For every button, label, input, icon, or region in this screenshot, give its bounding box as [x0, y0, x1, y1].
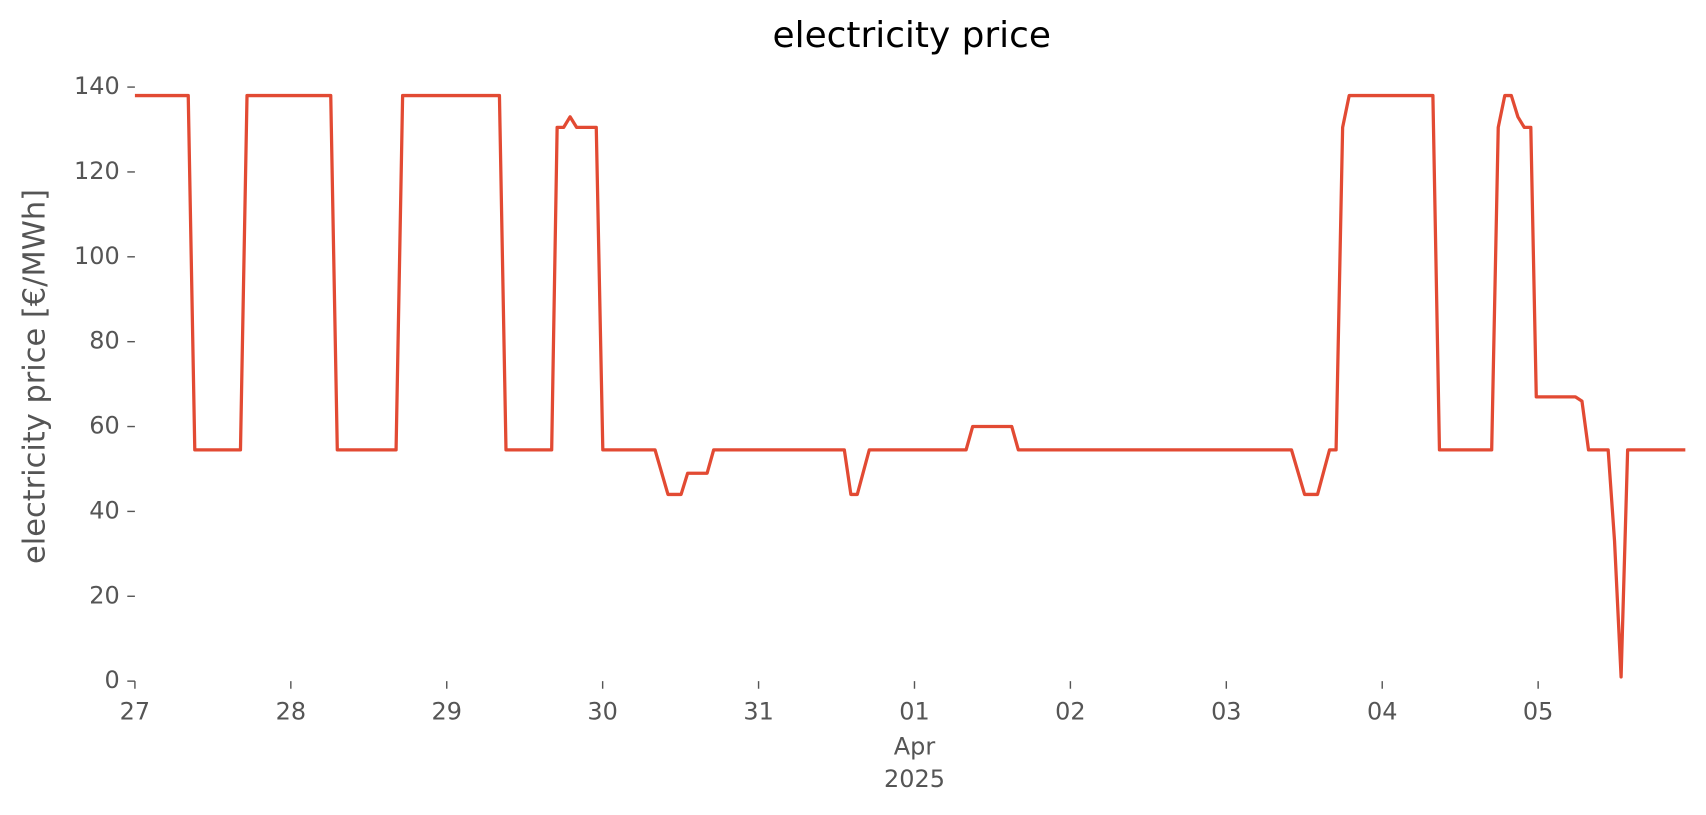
y-tick-label: 120	[74, 157, 120, 185]
x-tick-label: 29	[432, 698, 462, 726]
x-year-label: 2025	[884, 765, 945, 793]
x-tick-label: 28	[276, 698, 306, 726]
y-tick-label: 0	[104, 666, 119, 694]
y-tick-label: 40	[89, 496, 119, 524]
y-tick-label: 140	[74, 72, 120, 100]
y-tick-label: 20	[89, 581, 119, 609]
y-tick-label: 80	[89, 327, 119, 355]
y-axis-label: electricity price [€/MWh]	[17, 189, 52, 564]
y-tick-label: 60	[89, 412, 119, 440]
x-tick-label: 01	[899, 698, 929, 726]
x-month-label: Apr	[894, 733, 936, 761]
x-tick-label: 05	[1523, 698, 1553, 726]
x-tick-label: 31	[743, 698, 773, 726]
x-tick-label: 02	[1055, 698, 1085, 726]
x-tick-label: 27	[120, 698, 150, 726]
chart-title: electricity price	[773, 15, 1051, 56]
x-tick-label: 30	[587, 698, 617, 726]
line	[134, 93, 1686, 679]
x-tick-label: 03	[1211, 698, 1241, 726]
x-tick-label: 04	[1367, 698, 1397, 726]
y-tick-label: 100	[74, 242, 120, 270]
